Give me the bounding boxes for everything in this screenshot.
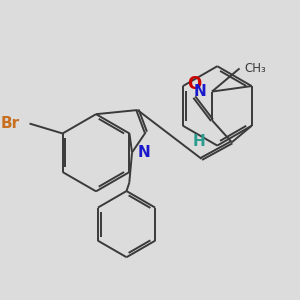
Text: Br: Br (1, 116, 20, 131)
Text: CH₃: CH₃ (244, 62, 266, 75)
Text: N: N (137, 145, 150, 160)
Text: H: H (192, 134, 205, 149)
Text: N: N (194, 84, 206, 99)
Text: O: O (187, 75, 202, 93)
